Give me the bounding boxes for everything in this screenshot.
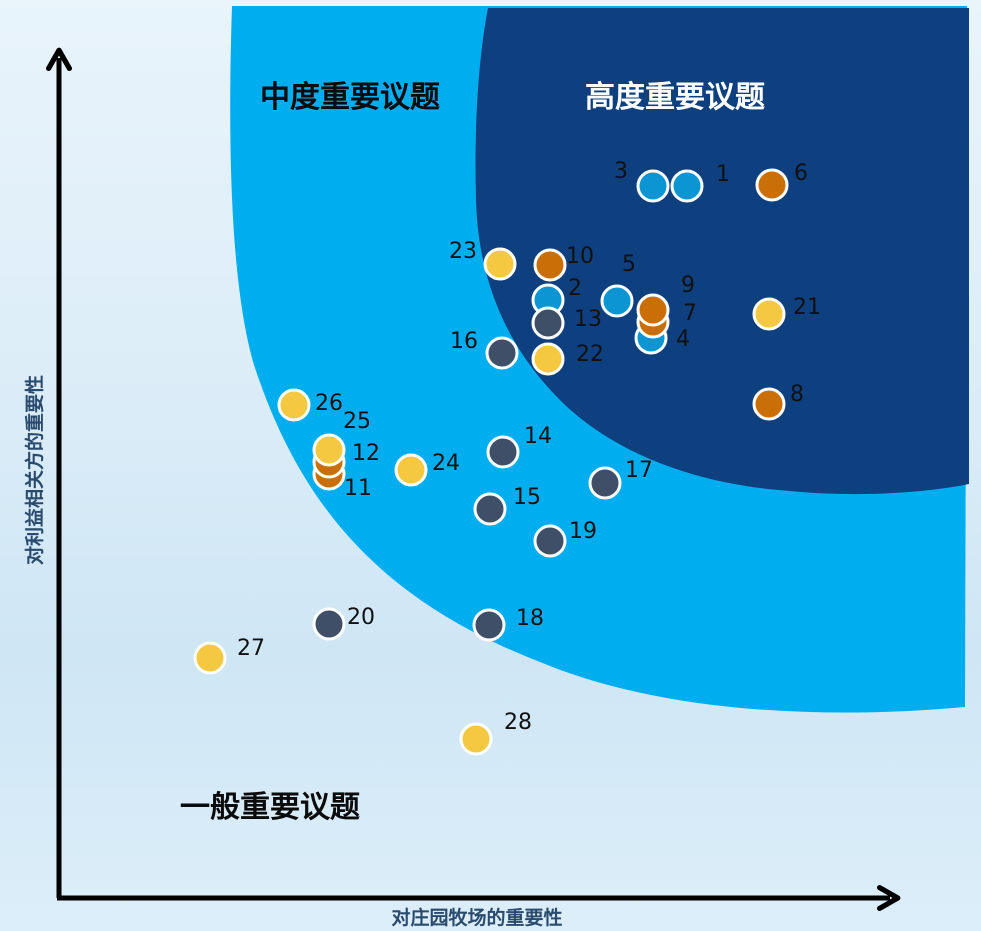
point-label-2: 2 [568, 276, 582, 301]
point-label-21: 21 [793, 295, 821, 320]
point-label-11: 11 [344, 476, 372, 501]
data-point-16 [485, 336, 519, 370]
y-axis-title: 对利益相关方的重要性 [23, 375, 46, 565]
data-point-14 [486, 435, 520, 469]
data-point-27 [193, 641, 227, 675]
point-label-7: 7 [683, 301, 697, 326]
point-label-25: 25 [343, 409, 371, 434]
point-label-28: 28 [504, 710, 532, 735]
point-label-3: 3 [614, 159, 628, 184]
data-point-22 [531, 342, 565, 376]
data-point-15 [473, 492, 507, 526]
data-point-8 [752, 387, 786, 421]
point-label-12: 12 [352, 441, 380, 466]
point-label-19: 19 [569, 519, 597, 544]
point-label-27: 27 [237, 636, 265, 661]
x-axis-title: 对庄园牧场的重要性 [391, 906, 562, 929]
point-label-22: 22 [576, 342, 604, 367]
zone-high-area [475, 8, 969, 495]
point-label-15: 15 [513, 485, 541, 510]
data-points [193, 168, 789, 756]
data-point-23 [483, 247, 517, 281]
point-label-23: 23 [449, 239, 477, 264]
point-label-6: 6 [794, 161, 808, 186]
data-point-28 [459, 722, 493, 756]
point-label-20: 20 [347, 605, 375, 630]
point-label-10: 10 [566, 244, 594, 269]
data-point-13 [531, 306, 565, 340]
data-point-17 [588, 466, 622, 500]
data-point-labels: 1234567891011121314151617181920212223242… [237, 159, 821, 735]
data-point-6 [755, 168, 789, 202]
point-label-5: 5 [622, 252, 636, 277]
point-label-14: 14 [524, 424, 552, 449]
data-point-24 [394, 453, 428, 487]
point-label-16: 16 [450, 329, 478, 354]
data-point-18 [472, 608, 506, 642]
zone-label-medium: 中度重要议题 [260, 80, 440, 115]
data-point-9 [636, 293, 670, 327]
point-label-17: 17 [625, 458, 653, 483]
data-point-1 [670, 169, 704, 203]
point-label-18: 18 [516, 606, 544, 631]
data-point-10 [533, 248, 567, 282]
data-point-3 [636, 169, 670, 203]
data-point-20 [312, 607, 346, 641]
point-label-26: 26 [315, 391, 343, 416]
point-label-1: 1 [716, 162, 730, 187]
zone-label-low: 一般重要议题 [180, 790, 360, 825]
data-point-19 [533, 524, 567, 558]
point-label-8: 8 [790, 382, 804, 407]
data-point-25 [312, 433, 346, 467]
point-label-24: 24 [432, 451, 460, 476]
data-point-26 [277, 388, 311, 422]
point-label-9: 9 [681, 273, 695, 298]
data-point-5 [600, 284, 634, 318]
zone-label-high: 高度重要议题 [585, 80, 765, 115]
data-point-21 [752, 297, 786, 331]
point-label-13: 13 [574, 307, 602, 332]
point-label-4: 4 [676, 327, 690, 352]
